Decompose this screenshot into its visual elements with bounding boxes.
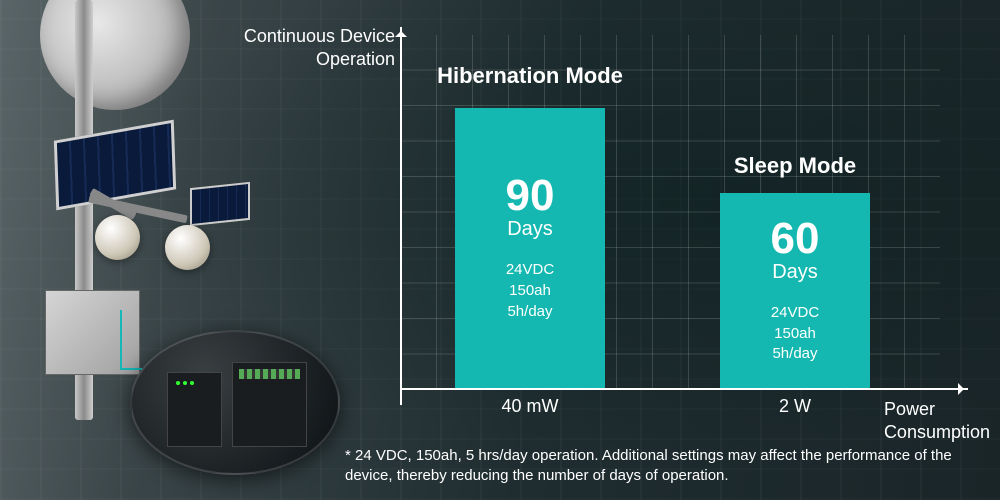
y-axis-label-line: Operation (316, 49, 395, 69)
solar-panel-small-icon (190, 182, 250, 226)
bar-title: Hibernation Mode (400, 63, 660, 89)
x-axis-label-line: Consumption (884, 422, 990, 442)
chart-bar: Hibernation Mode90Days24VDC150ah5h/day40… (455, 108, 605, 388)
device-inset-circle (130, 330, 340, 475)
x-axis-label: Power Consumption (884, 398, 990, 443)
street-lamp-icon (165, 225, 210, 270)
bar-spec-line: 5h/day (507, 303, 552, 322)
y-axis-label: Continuous Device Operation (215, 25, 395, 70)
x-axis (400, 388, 968, 390)
device-illustration (0, 0, 380, 500)
bar-title: Sleep Mode (665, 153, 925, 179)
y-axis-label-line: Continuous Device (244, 26, 395, 46)
bar-spec-line: 24VDC (506, 261, 554, 280)
bar-unit: Days (772, 261, 818, 284)
bar-spec-line: 24VDC (771, 304, 819, 323)
chart-bar: Sleep Mode60Days24VDC150ah5h/day2 W (720, 193, 870, 388)
bar-rect: 90Days 24VDC 150ah 5h/day (455, 108, 605, 388)
power-mode-chart: Continuous Device Operation Hibernation … (400, 25, 980, 425)
x-tick-label: 40 mW (501, 396, 558, 417)
bar-rect: 60Days 24VDC 150ah5h/day (720, 193, 870, 388)
industrial-router-icon (167, 372, 222, 447)
bar-spec-line: 5h/day (772, 345, 817, 364)
street-lamp-icon (95, 215, 140, 260)
bar-value: 60 (771, 217, 820, 261)
industrial-controller-icon (232, 362, 307, 447)
footnote-text: * 24 VDC, 150ah, 5 hrs/day operation. Ad… (345, 446, 970, 487)
solar-panel-icon (54, 120, 176, 211)
chart-axes: Hibernation Mode90Days24VDC150ah5h/day40… (400, 35, 960, 405)
bar-unit: Days (507, 218, 553, 241)
bar-spec-line: 150ah (774, 325, 816, 344)
satellite-dish-icon (28, 0, 202, 122)
x-tick-label: 2 W (779, 396, 811, 417)
x-axis-label-line: Power (884, 399, 935, 419)
bar-value: 90 (506, 174, 555, 218)
bar-spec-line: 150ah (509, 282, 551, 301)
